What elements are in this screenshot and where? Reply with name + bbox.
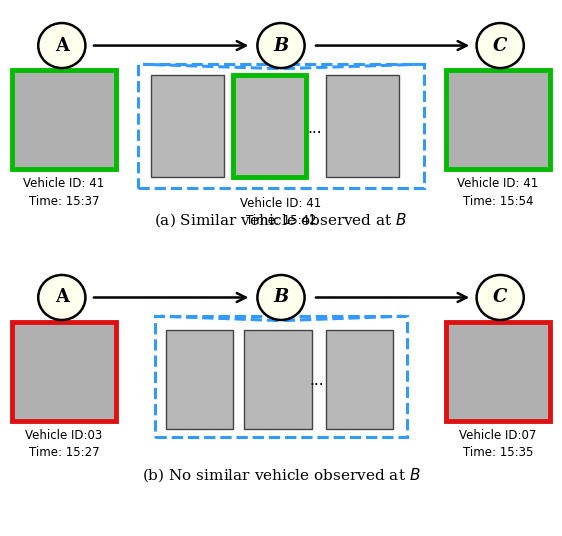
- Text: C: C: [493, 36, 507, 55]
- Text: C: C: [493, 288, 507, 307]
- Circle shape: [257, 23, 305, 68]
- Text: B: B: [273, 288, 289, 307]
- Circle shape: [257, 275, 305, 320]
- Text: Time: 15:54: Time: 15:54: [463, 195, 533, 207]
- Bar: [233, 75, 306, 177]
- Text: Time: 15:35: Time: 15:35: [463, 446, 533, 459]
- Text: Vehicle ID:03: Vehicle ID:03: [25, 429, 103, 442]
- Text: B: B: [273, 36, 289, 55]
- Circle shape: [38, 275, 85, 320]
- Text: Vehicle ID: 41: Vehicle ID: 41: [241, 197, 321, 210]
- Text: Vehicle ID: 41: Vehicle ID: 41: [457, 177, 538, 190]
- Circle shape: [477, 23, 524, 68]
- Bar: [446, 322, 550, 421]
- Text: A: A: [55, 36, 69, 55]
- Bar: [166, 330, 233, 429]
- Bar: [326, 330, 393, 429]
- Text: (b) No similar vehicle observed at $B$: (b) No similar vehicle observed at $B$: [142, 466, 420, 484]
- Text: A: A: [55, 288, 69, 307]
- Bar: [326, 75, 399, 177]
- Text: ...: ...: [307, 121, 322, 136]
- Bar: [446, 70, 550, 169]
- Text: ...: ...: [309, 373, 324, 388]
- Text: Vehicle ID:07: Vehicle ID:07: [459, 429, 537, 442]
- Text: Time: 15:37: Time: 15:37: [29, 195, 99, 207]
- Bar: [12, 70, 116, 169]
- Text: Vehicle ID: 41: Vehicle ID: 41: [24, 177, 105, 190]
- Circle shape: [38, 23, 85, 68]
- Text: Time: 15:42: Time: 15:42: [246, 214, 316, 227]
- Bar: [151, 75, 224, 177]
- Bar: [138, 64, 424, 188]
- Bar: [155, 316, 407, 437]
- Bar: [12, 322, 116, 421]
- Circle shape: [477, 275, 524, 320]
- Bar: [244, 330, 312, 429]
- Text: (a) Similar vehicle observed at $B$: (a) Similar vehicle observed at $B$: [155, 212, 407, 229]
- Text: Time: 15:27: Time: 15:27: [29, 446, 99, 459]
